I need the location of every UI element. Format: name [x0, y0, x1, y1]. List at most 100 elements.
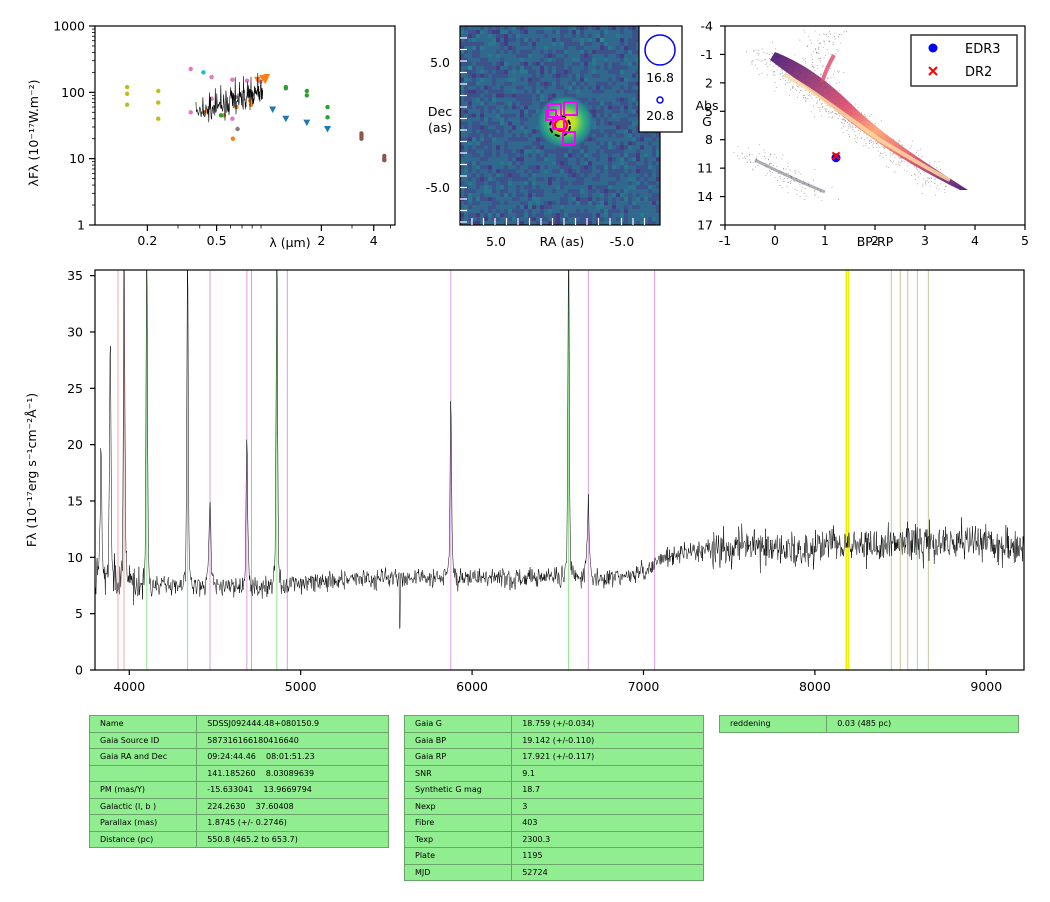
finder-pixel [584, 77, 589, 83]
hr-star [895, 171, 897, 173]
finder-pixel [596, 65, 601, 71]
finder-pixel [612, 77, 617, 83]
finder-pixel [536, 101, 541, 106]
finder-pixel [544, 181, 549, 186]
finder-pixel [476, 221, 481, 225]
hr-star [770, 61, 771, 63]
finder-pixel [472, 65, 477, 71]
finder-pixel [640, 217, 645, 222]
finder-pixel [632, 81, 637, 86]
hr-star [909, 147, 911, 149]
finder-pixel [564, 197, 569, 202]
finder-pixel [632, 193, 637, 198]
finder-pixel [524, 209, 529, 214]
finder-pixel [476, 26, 481, 31]
finder-pixel [580, 185, 585, 190]
finder-pixel [632, 57, 637, 63]
hr-star [811, 43, 812, 44]
finder-pixel [564, 53, 569, 59]
finder-pixel [588, 181, 593, 186]
finder-pixel [608, 85, 613, 90]
finder-pixel [588, 45, 593, 51]
finder-pixel [560, 197, 565, 202]
finder-pixel [540, 53, 545, 59]
finder-pixel [484, 53, 489, 59]
hr-star [795, 88, 797, 90]
finder-pixel [496, 45, 501, 51]
hr-xtick-label: 2 [871, 233, 879, 248]
finder-pixel [600, 117, 605, 122]
hr-star [809, 39, 811, 41]
finder-pixel [516, 173, 521, 178]
finder-pixel [552, 45, 557, 51]
finder-pixel [632, 29, 637, 35]
finder-pixel [544, 197, 549, 202]
finder-pixel [572, 217, 577, 222]
finder-pixel [604, 85, 609, 90]
finder-pixel [620, 125, 625, 130]
hr-star [818, 46, 820, 48]
finder-pixel [476, 85, 481, 90]
finder-pixel [608, 65, 613, 71]
finder-pixel [504, 45, 509, 51]
hr-star [899, 141, 901, 142]
hr-star [749, 159, 751, 161]
finder-pixel [564, 193, 569, 198]
finder-pixel [484, 57, 489, 63]
hr-star [760, 60, 762, 62]
finder-pixel [536, 61, 541, 67]
hr-star [829, 82, 831, 84]
finder-pixel [532, 57, 537, 63]
finder-pixel [520, 145, 525, 150]
finder-pixel [636, 109, 641, 114]
finder-pixel [504, 77, 509, 83]
finder-pixel [508, 141, 513, 146]
hr-star [854, 135, 856, 137]
finder-pixel [604, 201, 609, 206]
info-label: Nexp [403, 797, 513, 815]
hr-star [774, 90, 776, 92]
finder-pixel [588, 77, 593, 83]
finder-pixel [600, 161, 605, 166]
finder-pixel [600, 221, 605, 225]
finder-pixel [532, 213, 537, 218]
finder-pixel [576, 157, 581, 162]
finder-pixel [632, 73, 637, 79]
hr-star [768, 54, 770, 55]
finder-pixel [520, 129, 525, 134]
finder-pixel [636, 193, 641, 198]
finder-pixel [564, 149, 569, 154]
finder-pixel [644, 145, 649, 150]
finder-pixel [568, 153, 573, 158]
finder-pixel [516, 65, 521, 71]
hr-star [804, 31, 806, 33]
finder-pixel [612, 89, 617, 94]
finder-pixel [624, 173, 629, 178]
finder-pixel [504, 189, 509, 194]
info-label: Gaia BP [403, 731, 513, 749]
finder-pixel [624, 105, 629, 110]
finder-pixel [600, 173, 605, 178]
hr-star [779, 176, 781, 177]
hr-star [777, 66, 779, 68]
finder-pixel [488, 153, 493, 158]
hr-star [775, 87, 777, 89]
finder-pixel [612, 141, 617, 146]
finder-pixel [612, 185, 617, 190]
finder-pixel [584, 201, 589, 206]
finder-pixel [464, 161, 469, 166]
finder-pixel [532, 117, 537, 122]
finder-pixel [500, 109, 505, 114]
finder-pixel [512, 81, 517, 86]
finder-pixel [604, 45, 609, 51]
finder-pixel [500, 61, 505, 67]
finder-pixel [488, 41, 493, 47]
hr-star [804, 183, 805, 184]
finder-pixel [480, 57, 485, 63]
hr-star [861, 112, 862, 114]
finder-pixel [568, 185, 573, 190]
finder-pixel [584, 209, 589, 214]
finder-pixel [508, 205, 513, 210]
finder-pixel [608, 69, 613, 75]
finder-pixel [472, 49, 477, 55]
